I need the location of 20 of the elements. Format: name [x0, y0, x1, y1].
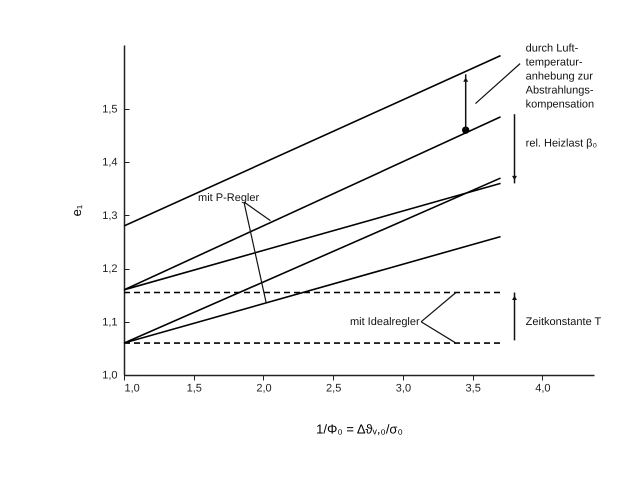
y-tick-label: 1,4: [102, 156, 118, 169]
x-tick-label: 3,5: [466, 382, 481, 394]
x-tick-label: 1,5: [186, 382, 202, 394]
x-tick-label: 1,0: [124, 382, 140, 394]
x-tick-label: 2,0: [256, 382, 272, 394]
x-tick-label: 3,0: [396, 382, 412, 394]
y-tick-label: 1,2: [102, 263, 118, 276]
x-axis-title: 1/Φ₀ = Δϑᵥ,₀/σ₀: [316, 422, 403, 436]
y-tick-label: 1,1: [102, 316, 118, 328]
x-tick-label: 4,0: [535, 382, 551, 394]
annotation: rel. Heizlast β₀: [526, 137, 598, 150]
y-tick-label: 1,0: [102, 370, 118, 382]
annotation: mit Idealregler: [350, 316, 420, 328]
y-tick-label: 1,3: [102, 210, 118, 222]
y-tick-label: 1,5: [102, 103, 118, 116]
annotation: durch Luft- temperatur- anhebung zur Abstrahlungs- kompensation: [526, 42, 594, 110]
y-axis-title: e₁: [69, 204, 84, 216]
annotation: mit P-Regler: [198, 192, 260, 204]
x-tick-label: 2,5: [326, 382, 342, 394]
annotation: Zeitkonstante T: [526, 316, 602, 328]
